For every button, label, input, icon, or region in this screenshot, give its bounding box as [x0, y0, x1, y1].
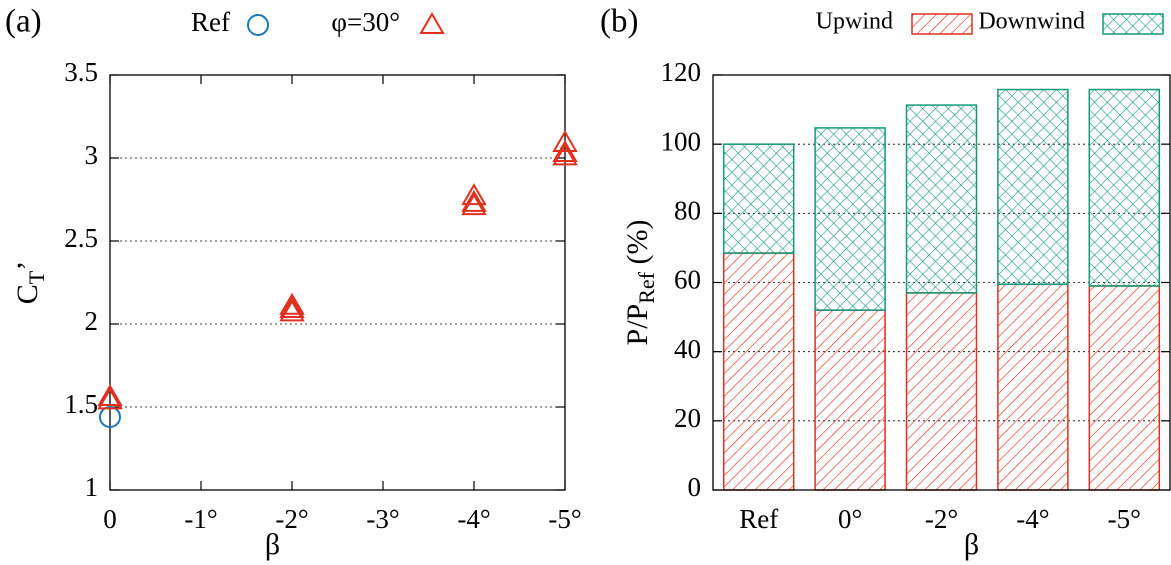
bar-segment — [814, 309, 886, 491]
x-axis-label: β — [265, 528, 280, 561]
bar-segment — [722, 252, 795, 491]
x-tick-label: -4° — [1016, 504, 1049, 534]
legend-swatch — [911, 13, 973, 35]
legend-marker — [247, 14, 269, 36]
panel-label: (b) — [600, 4, 638, 40]
bar-segment — [905, 104, 978, 294]
y-axis-label-after: (%) — [621, 220, 654, 272]
y-tick-label: 100 — [661, 126, 702, 156]
bar-segment — [997, 283, 1069, 491]
legend-label: Ref — [191, 7, 230, 37]
marker — [552, 130, 578, 153]
x-tick-label: -5° — [1108, 504, 1141, 534]
marker — [461, 189, 487, 212]
bar-segment — [905, 292, 978, 491]
x-tick-label: Ref — [739, 504, 778, 534]
marker — [97, 387, 123, 410]
x-tick-label: -4° — [457, 504, 490, 534]
marker — [461, 183, 487, 206]
bar-segment — [814, 127, 886, 311]
x-tick-label: -3° — [366, 504, 399, 534]
bar-segment — [1088, 285, 1161, 491]
y-tick-label: 1.5 — [64, 389, 98, 419]
y-tick-label: 80 — [674, 196, 701, 226]
y-axis-label-main: C — [11, 284, 44, 304]
x-tick-label: 0° — [838, 504, 862, 534]
y-tick-label: 1 — [85, 472, 99, 502]
marker — [279, 299, 305, 322]
plot-frame — [712, 74, 1171, 491]
y-axis-label: P/PRef (%) — [621, 220, 659, 346]
bar-segment — [722, 143, 795, 254]
y-axis-label-sub: Ref — [634, 271, 659, 303]
y-axis-label-main: P/P — [621, 304, 654, 346]
legend-swatch — [1102, 13, 1164, 35]
legend-label: Downwind — [978, 9, 1085, 35]
y-tick-label: 120 — [661, 57, 702, 87]
y-axis-label-after: ’ — [11, 261, 44, 271]
y-tick-label: 3 — [85, 140, 99, 170]
x-tick-label: -2° — [925, 504, 958, 534]
x-tick-label: -1° — [184, 504, 217, 534]
plot-frame — [109, 74, 566, 491]
y-axis-label: CT’ — [11, 261, 49, 304]
marker — [97, 384, 123, 407]
x-tick-label: -2° — [275, 504, 308, 534]
y-tick-label: 2 — [85, 306, 99, 336]
marker — [552, 143, 578, 166]
legend-marker — [419, 12, 445, 34]
bar-segment — [1088, 88, 1161, 287]
x-axis-label: β — [964, 528, 979, 561]
bar-segment — [997, 88, 1069, 285]
y-tick-label: 20 — [674, 403, 701, 433]
x-tick-label: -5° — [548, 504, 581, 534]
y-tick-label: 0 — [688, 472, 702, 502]
x-tick-label: 0 — [103, 504, 117, 534]
y-tick-label: 3.5 — [64, 57, 98, 87]
panel-label: (a) — [5, 4, 42, 40]
y-tick-label: 2.5 — [64, 223, 98, 253]
legend-label: Upwind — [816, 9, 893, 35]
legend-label: φ=30° — [331, 7, 400, 37]
y-tick-label: 40 — [674, 334, 701, 364]
y-tick-label: 60 — [674, 265, 701, 295]
marker — [279, 296, 305, 319]
marker — [99, 405, 121, 428]
marker — [279, 292, 305, 315]
y-axis-label-sub: T — [24, 270, 49, 284]
